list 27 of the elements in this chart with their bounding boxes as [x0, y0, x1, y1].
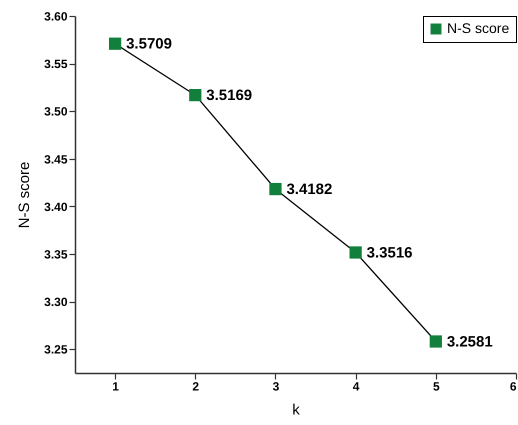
point: [108, 38, 122, 50]
y-tick-label: 3.55: [44, 57, 68, 72]
y-tick-label: 3.25: [44, 342, 68, 357]
x-tick-label: 3: [272, 380, 280, 394]
x-tick-label: 5: [432, 380, 440, 394]
point: [189, 88, 202, 102]
x-tick-label: 6: [510, 380, 517, 394]
y-tick-label: 3.30: [44, 295, 68, 310]
y-tick-label: 3.50: [44, 104, 68, 119]
y-axis-title: N-S score: [16, 162, 34, 228]
data-label: 3.4182: [286, 181, 332, 198]
y-tick-label: 3.35: [44, 248, 68, 262]
x-axis-title: k: [292, 402, 300, 418]
x-tick-label: 2: [192, 380, 200, 394]
x-tick-label: 1: [112, 380, 120, 394]
y-tick-label: 3.45: [44, 152, 68, 166]
point: [430, 335, 442, 348]
point: [269, 182, 282, 196]
legend-label: N-S score: [447, 20, 510, 36]
data-label: 3.5169: [206, 87, 252, 104]
data-label: 3.5709: [126, 36, 172, 53]
x-tick-label: 4: [352, 380, 360, 394]
y-tick-label: 3.40: [44, 200, 68, 214]
y-tick-label: 3.60: [44, 10, 68, 24]
point: [350, 246, 362, 259]
data-label: 3.3516: [366, 244, 413, 262]
data-label: 3.2581: [446, 333, 493, 350]
